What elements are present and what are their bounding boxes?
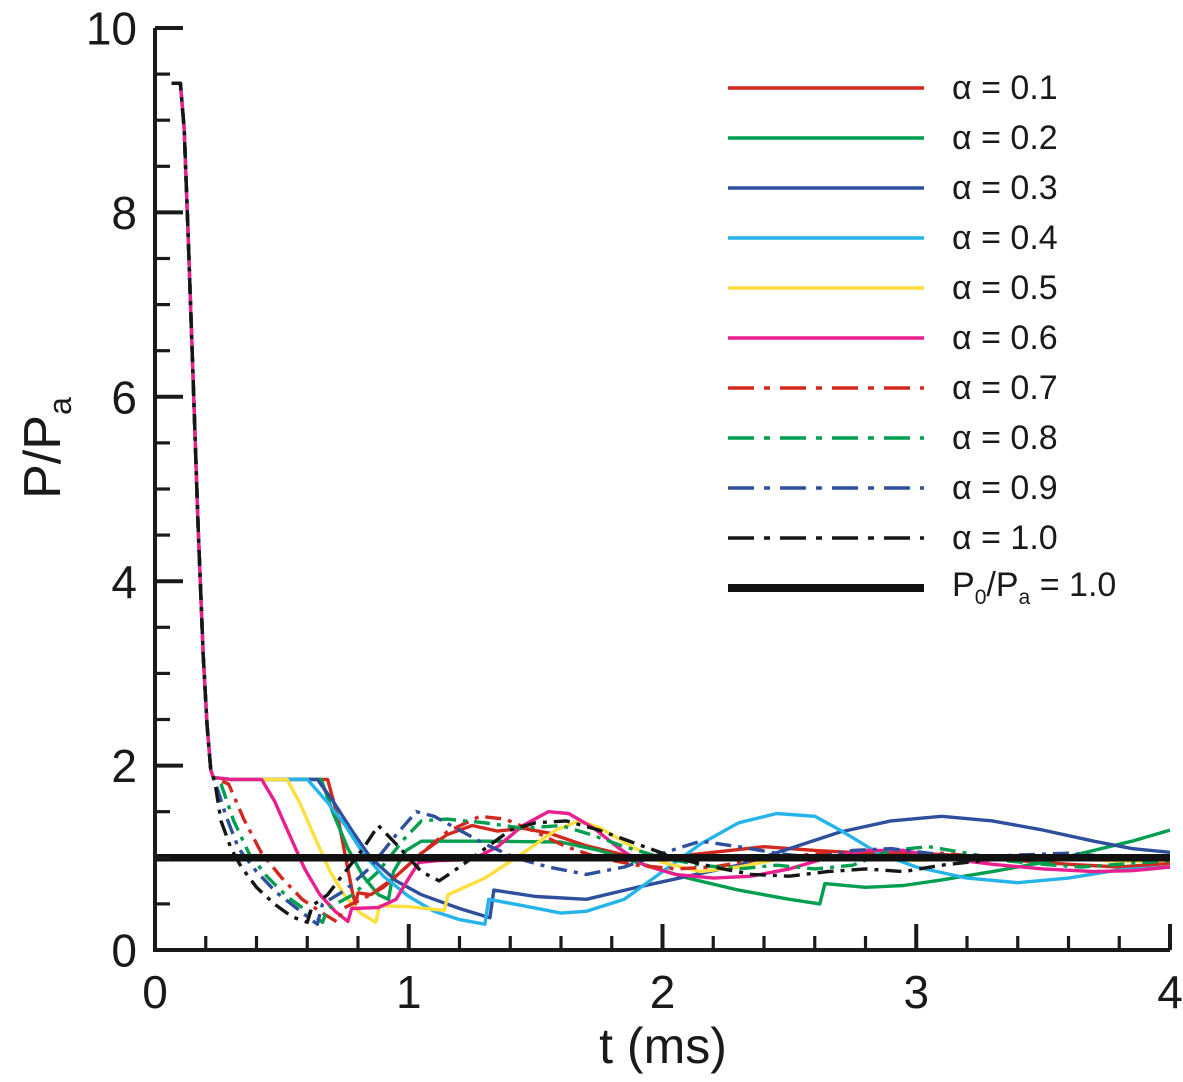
- label-text: α = 0.8: [952, 418, 1058, 457]
- label-text: /P: [986, 566, 1019, 605]
- x-tick-label: 0: [142, 966, 168, 1018]
- legend-item: α = 0.7: [726, 363, 1116, 413]
- label-text: α = 0.7: [952, 368, 1058, 407]
- legend-line-sample: [728, 86, 924, 90]
- label-text: α = 0.5: [952, 268, 1058, 307]
- legend-line-sample: [728, 236, 924, 240]
- y-tick-label: 10: [86, 3, 137, 55]
- legend-line-sample: [728, 584, 924, 592]
- legend-label: α = 0.3: [952, 169, 1058, 208]
- label-text: α = 0.2: [952, 118, 1058, 157]
- label-text: α = 0.9: [952, 468, 1058, 507]
- legend: α = 0.1 α = 0.2 α = 0.3 α = 0.4 α = 0.5 α = 0…: [726, 63, 1116, 613]
- legend-line-sample: [728, 286, 924, 290]
- y-axis-label: P/Pa: [13, 397, 79, 499]
- legend-item: α = 0.5: [726, 263, 1116, 313]
- label-text: P/P: [13, 415, 72, 499]
- legend-line-sample: [728, 486, 924, 490]
- legend-line-sample: [728, 536, 924, 540]
- y-tick-label: 0: [111, 925, 137, 977]
- y-tick-label: 6: [111, 371, 137, 423]
- x-tick-label: 3: [903, 966, 929, 1018]
- curve--0-6: [171, 81, 1171, 924]
- curve--1-0: [171, 81, 1171, 924]
- legend-item: α = 0.3: [726, 163, 1116, 213]
- legend-line-sample: [728, 186, 924, 190]
- legend-line-sample: [728, 136, 924, 140]
- x-tick-label: 4: [1157, 966, 1183, 1018]
- x-tick-label: 2: [650, 966, 676, 1018]
- label-subscript: 0: [974, 585, 987, 609]
- legend-item: α = 0.4: [726, 213, 1116, 263]
- legend-label: α = 0.7: [952, 369, 1058, 408]
- legend-label: α = 0.2: [952, 119, 1058, 158]
- legend-item: P0/Pa = 1.0: [726, 563, 1116, 613]
- legend-label: P0/Pa = 1.0: [952, 566, 1116, 610]
- legend-label: α = 0.5: [952, 269, 1058, 308]
- legend-item: α = 0.2: [726, 113, 1116, 163]
- legend-item: α = 0.8: [726, 413, 1116, 463]
- label-text: α = 0.3: [952, 168, 1058, 207]
- x-axis-label: t (ms): [599, 1018, 727, 1074]
- label-text: α = 0.1: [952, 68, 1058, 107]
- y-tick-label: 8: [111, 187, 137, 239]
- label-text: α = 0.4: [952, 218, 1058, 257]
- label-subscript: a: [1018, 585, 1031, 609]
- legend-item: α = 0.1: [726, 63, 1116, 113]
- label-text: α = 1.0: [952, 518, 1058, 557]
- label-text: = 1.0: [1030, 566, 1117, 605]
- legend-label: α = 0.6: [952, 319, 1058, 358]
- legend-line-sample: [728, 436, 924, 440]
- legend-line-sample: [728, 336, 924, 340]
- y-tick-label: 4: [111, 556, 137, 608]
- label-text: α = 0.6: [952, 318, 1058, 357]
- legend-item: α = 0.9: [726, 463, 1116, 513]
- legend-item: α = 0.6: [726, 313, 1116, 363]
- label-subscript: a: [42, 397, 79, 416]
- legend-label: α = 0.1: [952, 69, 1058, 108]
- legend-label: α = 0.4: [952, 219, 1058, 258]
- label-text: P: [952, 566, 975, 605]
- legend-label: α = 0.9: [952, 469, 1058, 508]
- legend-label: α = 0.8: [952, 419, 1058, 458]
- legend-label: α = 1.0: [952, 519, 1058, 558]
- legend-item: α = 1.0: [726, 513, 1116, 563]
- x-tick-label: 1: [396, 966, 422, 1018]
- legend-line-sample: [728, 386, 924, 390]
- y-tick-label: 2: [111, 740, 137, 792]
